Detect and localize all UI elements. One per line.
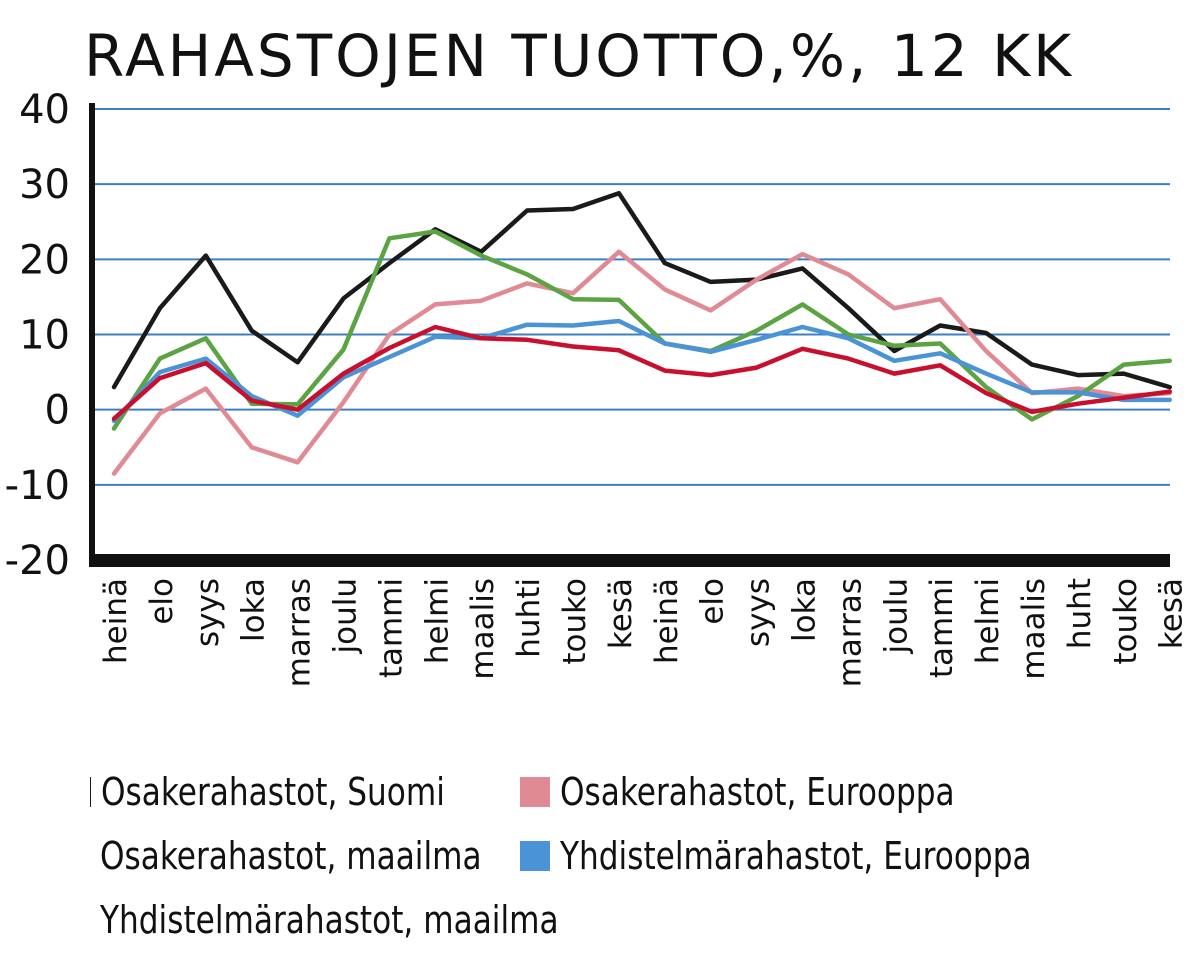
x-tick-label: kesä [1154,578,1190,649]
legend-swatch [90,777,91,807]
x-tick-label: tammi [924,578,960,678]
y-tick-label: 20 [19,237,70,283]
legend-item-osakerahastot-maailma: Osakerahastot, maailma [90,834,520,878]
x-tick-label: tammi [373,578,409,678]
legend-label: Osakerahastot, maailma [100,834,482,878]
x-tick-label: joulu [878,578,914,655]
x-axis-tick-labels: heinä elo syys loka marras joulu tammi helmi maa… [98,578,1190,687]
series-line-2 [111,229,1172,431]
legend: Osakerahastot, Suomi Osakerahastot, Euro… [90,760,1140,952]
y-tick-label: 30 [19,162,70,208]
y-tick-label: -20 [5,538,70,584]
series-line-0 [111,190,1172,390]
x-tick-label: maalis [465,578,501,680]
chart-title: RAHASTOJEN TUOTTO,%, 12 KK [84,22,1075,90]
x-tick-label: loka [236,578,272,642]
y-tick-label: 0 [45,388,70,434]
legend-label: Osakerahastot, Eurooppa [560,770,955,814]
legend-item-osakerahastot-eurooppa: Osakerahastot, Eurooppa [520,770,1041,814]
x-tick-label: loka [787,578,823,642]
x-tick-label: heinä [98,578,134,664]
series-lines [111,190,1172,476]
x-tick-label: maalis [1016,578,1052,680]
x-tick-label: marras [832,578,868,687]
x-tick-label: helmi [419,578,455,664]
x-tick-label: touko [1108,578,1144,665]
legend-row: Osakerahastot, Suomi Osakerahastot, Euro… [90,760,1140,824]
grid-lines [92,108,1170,486]
legend-label: Yhdistelmärahastot, maailma [100,898,559,942]
x-axis-line [89,554,1170,567]
x-tick-label: marras [282,578,318,687]
legend-label: Yhdistelmärahastot, Eurooppa [560,834,1032,878]
legend-swatch [520,841,550,871]
legend-row: Yhdistelmärahastot, maailma [90,888,1140,952]
y-tick-label: -10 [5,463,70,509]
x-tick-label: huhti [511,578,547,658]
y-axis-tick-labels: 40 30 20 10 0 -10 -20 [5,87,70,584]
x-tick-label: syys [190,578,226,647]
x-tick-label: syys [741,578,777,647]
y-tick-label: 10 [19,313,70,359]
legend-item-yhdistelmarahastot-maailma: Yhdistelmärahastot, maailma [90,898,559,942]
x-tick-label: elo [144,578,180,625]
x-tick-label: touko [557,578,593,665]
x-tick-label: heinä [649,578,685,664]
legend-label: Osakerahastot, Suomi [100,770,445,814]
legend-item-yhdistelmarahastot-eurooppa: Yhdistelmärahastot, Eurooppa [520,834,1135,878]
x-tick-label: joulu [328,578,364,655]
series-line-3 [111,318,1172,424]
series-line-1 [111,249,1172,476]
axes [89,103,1170,567]
legend-item-osakerahastot-suomi: Osakerahastot, Suomi [90,770,520,814]
x-tick-label: huht [1062,578,1098,649]
series-line-4 [111,324,1172,421]
legend-swatch [520,777,550,807]
legend-row: Osakerahastot, maailma Yhdistelmärahasto… [90,824,1140,888]
x-tick-label: helmi [970,578,1006,664]
x-tick-label: kesä [603,578,639,649]
y-tick-label: 40 [19,87,70,133]
x-tick-label: elo [695,578,731,625]
